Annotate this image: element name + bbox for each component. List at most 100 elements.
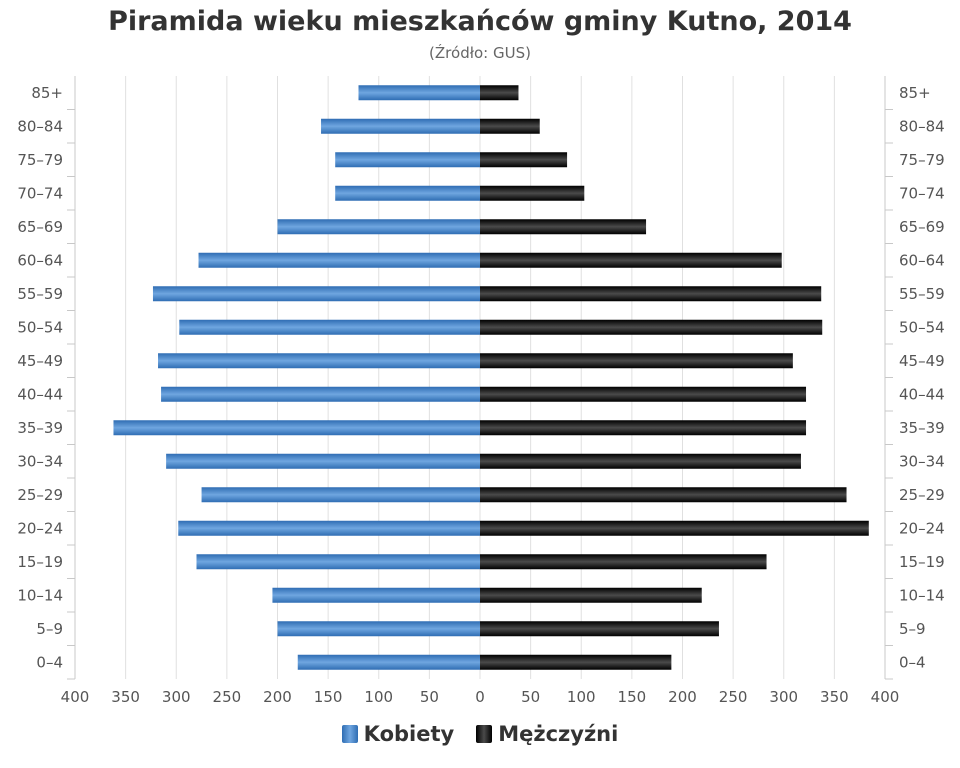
x-tick-label: 400 [871, 688, 900, 706]
x-tick-label: 50 [420, 688, 439, 706]
y-tick-label-right: 0–4 [899, 653, 926, 671]
legend: Kobiety Mężczyźni [0, 722, 960, 746]
y-tick-label-left: 70–74 [17, 184, 63, 202]
y-tick-label-left: 10–14 [17, 586, 63, 604]
bar-male[interactable] [480, 453, 801, 469]
bar-male[interactable] [480, 118, 540, 134]
bar-male[interactable] [480, 85, 519, 101]
bar-male[interactable] [480, 286, 822, 302]
y-tick-label-left: 35–39 [17, 419, 63, 437]
bar-male[interactable] [480, 654, 672, 670]
bar-male[interactable] [480, 520, 869, 536]
y-tick-label-right: 30–34 [899, 452, 945, 470]
bar-female[interactable] [358, 85, 481, 101]
x-tick-label: 150 [314, 688, 343, 706]
bar-female[interactable] [277, 621, 481, 637]
legend-item-female[interactable]: Kobiety [341, 722, 455, 746]
bar-female[interactable] [158, 353, 480, 369]
legend-label-male: Mężczyźni [498, 722, 619, 746]
bar-male[interactable] [480, 252, 782, 268]
bar-male[interactable] [480, 219, 647, 235]
y-tick-label-left: 0–4 [36, 653, 63, 671]
legend-label-female: Kobiety [363, 722, 455, 746]
y-tick-label-left: 60–64 [17, 251, 63, 269]
bar-male[interactable] [480, 621, 719, 637]
y-tick-label-right: 15–19 [899, 553, 945, 571]
y-tick-label-right: 65–69 [899, 218, 945, 236]
x-tick-label: 350 [820, 688, 849, 706]
y-tick-label-right: 45–49 [899, 352, 945, 370]
bar-female[interactable] [196, 554, 481, 570]
bar-female[interactable] [178, 520, 480, 536]
bar-female[interactable] [201, 487, 480, 503]
bar-female[interactable] [297, 654, 480, 670]
bar-female[interactable] [335, 152, 480, 168]
x-tick-label: 50 [521, 688, 540, 706]
y-tick-label-left: 5–9 [36, 620, 63, 638]
bar-female[interactable] [166, 453, 480, 469]
bar-male[interactable] [480, 319, 823, 335]
x-tick-label: 200 [263, 688, 292, 706]
y-tick-label-left: 40–44 [17, 385, 63, 403]
y-tick-label-right: 75–79 [899, 151, 945, 169]
y-tick-label-right: 85+ [899, 84, 931, 102]
y-tick-label-left: 80–84 [17, 117, 63, 135]
y-tick-label-left: 20–24 [17, 519, 63, 537]
bar-female[interactable] [152, 286, 480, 302]
bar-male[interactable] [480, 353, 793, 369]
y-tick-label-left: 30–34 [17, 452, 63, 470]
x-tick-label: 350 [111, 688, 140, 706]
bar-female[interactable] [272, 587, 480, 603]
bar-layer [113, 85, 869, 670]
y-tick-label-right: 80–84 [899, 117, 945, 135]
y-tick-label-right: 70–74 [899, 184, 945, 202]
y-tick-label-right: 10–14 [899, 586, 945, 604]
axis-layer: 400 350 300 250 200 150 100 50 0 50 100 150 200 250 30… [17, 76, 945, 706]
y-tick-label-left: 85+ [31, 84, 63, 102]
y-tick-label-left: 75–79 [17, 151, 63, 169]
y-tick-label-left: 15–19 [17, 553, 63, 571]
bar-male[interactable] [480, 554, 767, 570]
bar-male[interactable] [480, 420, 807, 436]
bar-female[interactable] [161, 386, 480, 402]
y-tick-label-left: 50–54 [17, 318, 63, 336]
bar-male[interactable] [480, 185, 585, 201]
y-tick-label-right: 20–24 [899, 519, 945, 537]
bar-female[interactable] [321, 118, 480, 134]
y-tick-label-right: 60–64 [899, 251, 945, 269]
x-tick-label: 300 [769, 688, 798, 706]
y-tick-label-right: 40–44 [899, 385, 945, 403]
x-tick-label: 250 [719, 688, 748, 706]
chart-subtitle: (Źródło: GUS) [429, 44, 531, 62]
bar-male[interactable] [480, 386, 807, 402]
legend-swatch-female [341, 725, 358, 743]
bar-male[interactable] [480, 487, 847, 503]
y-tick-label-right: 25–29 [899, 486, 945, 504]
y-tick-label-right: 50–54 [899, 318, 945, 336]
x-tick-label: 250 [213, 688, 242, 706]
x-tick-label: 200 [668, 688, 697, 706]
x-tick-label: 100 [567, 688, 596, 706]
bar-female[interactable] [198, 252, 480, 268]
x-tick-label: 0 [475, 688, 485, 706]
x-tick-label: 300 [162, 688, 191, 706]
x-tick-label: 100 [364, 688, 393, 706]
y-tick-label-left: 55–59 [17, 285, 63, 303]
y-tick-label-right: 55–59 [899, 285, 945, 303]
bar-male[interactable] [480, 152, 568, 168]
y-tick-label-left: 65–69 [17, 218, 63, 236]
legend-item-male[interactable]: Mężczyźni [476, 722, 618, 746]
y-tick-label-right: 35–39 [899, 419, 945, 437]
bar-female[interactable] [335, 185, 480, 201]
bar-female[interactable] [113, 420, 480, 436]
bar-female[interactable] [179, 319, 480, 335]
y-tick-label-left: 45–49 [17, 352, 63, 370]
chart-title: Piramida wieku mieszkańców gminy Kutno, … [108, 6, 852, 37]
y-tick-label-right: 5–9 [899, 620, 926, 638]
bar-female[interactable] [277, 219, 481, 235]
x-tick-label: 150 [618, 688, 647, 706]
legend-swatch-male [476, 725, 493, 743]
y-tick-label-left: 25–29 [17, 486, 63, 504]
bar-male[interactable] [480, 587, 702, 603]
